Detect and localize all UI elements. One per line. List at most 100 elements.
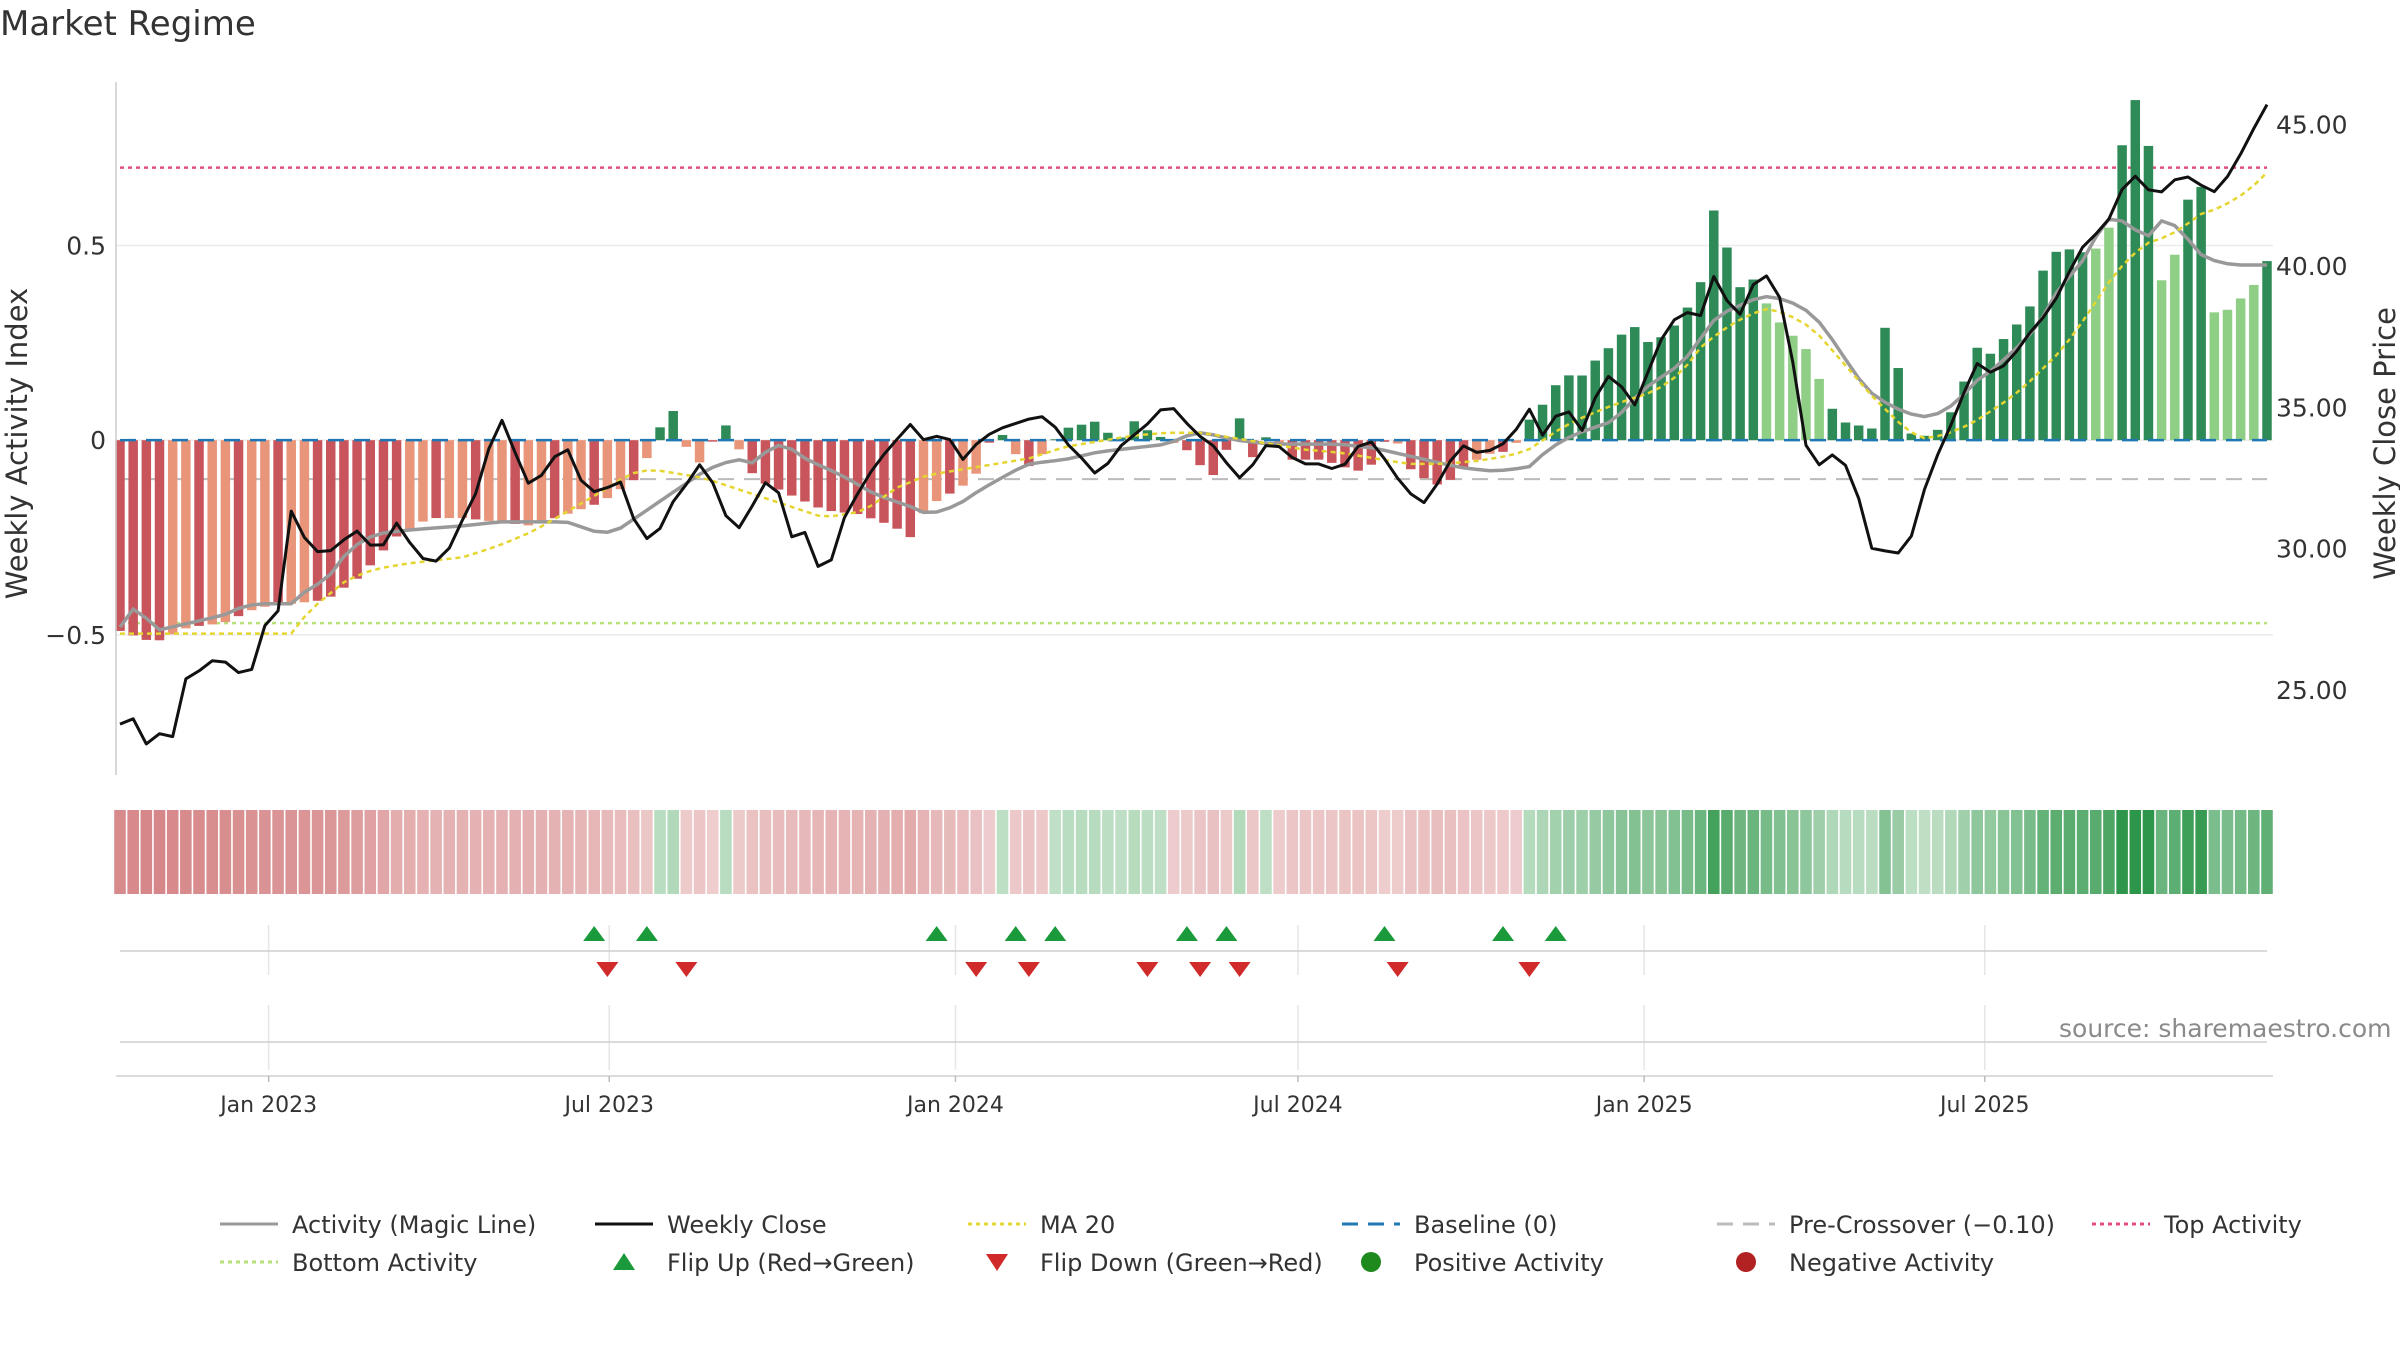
activity-bar [2235, 298, 2246, 441]
legend: Activity (Magic Line) Weekly Close MA 20 Ba… [220, 1211, 2302, 1277]
legend-label: Positive Activity [1414, 1249, 1604, 1277]
activity-bar [1893, 368, 1903, 441]
activity-bar [497, 440, 507, 523]
activity-bar [2143, 145, 2154, 441]
regime-cell [417, 810, 429, 894]
flip-down-marker [596, 962, 619, 977]
activity-bar [1103, 432, 1113, 441]
x-tick-label: Jan 2023 [218, 1093, 317, 1118]
activity-bar [760, 440, 771, 484]
activity-bar [1076, 424, 1087, 441]
regime-cell [483, 810, 495, 894]
activity-bar [1485, 440, 1495, 454]
regime-cell [1668, 810, 1681, 894]
regime-cell [930, 810, 943, 894]
magic-line-series [118, 217, 2267, 632]
activity-bar [273, 440, 283, 606]
regime-cell [1233, 810, 1246, 894]
activity-bar [1234, 418, 1245, 441]
weekly-close-series [119, 103, 2269, 746]
regime-cell [1339, 810, 1351, 894]
activity-bar [1089, 421, 1100, 441]
regime-cell [1997, 810, 2010, 894]
regime-cell [838, 810, 851, 894]
legend-item: Flip Up (Red→Green) [613, 1249, 915, 1277]
legend-label: Weekly Close [667, 1211, 827, 1239]
regime-cell [1628, 810, 1641, 894]
flip-markers [120, 926, 2267, 977]
legend-label: Flip Up (Red→Green) [667, 1249, 915, 1277]
series-lines [118, 103, 2269, 746]
regime-cell [575, 810, 587, 894]
legend-label: Baseline (0) [1414, 1211, 1557, 1239]
activity-bar [167, 440, 178, 635]
activity-bar [299, 440, 310, 603]
activity-bar [892, 440, 902, 529]
activity-bar [128, 440, 138, 636]
regime-cell [2063, 810, 2076, 894]
flip-up-marker [1044, 926, 1067, 941]
regime-cell [2169, 810, 2181, 894]
regime-cell [1457, 810, 1470, 894]
regime-cell [153, 810, 166, 894]
activity-bar [589, 440, 599, 505]
regime-cell [1484, 810, 1496, 894]
flip-up-marker [1492, 926, 1515, 941]
activity-bar [418, 440, 428, 522]
activity-bar [1814, 378, 1824, 441]
activity-bar [1129, 421, 1139, 441]
legend-label: Bottom Activity [292, 1249, 477, 1277]
regime-cell [522, 810, 535, 894]
activity-bar [1195, 440, 1205, 466]
regime-cell [1115, 810, 1127, 894]
regime-cell [1378, 810, 1391, 894]
activity-bar [220, 440, 231, 623]
grid-layer [116, 244, 2273, 1070]
activity-bar [484, 440, 494, 521]
regime-cell [1945, 810, 1957, 894]
legend-item: Baseline (0) [1342, 1211, 1557, 1239]
legend-item: MA 20 [968, 1211, 1115, 1239]
regime-cell [469, 810, 482, 894]
regime-strip [114, 810, 2273, 894]
activity-bar [1735, 287, 1745, 441]
regime-cell [338, 810, 350, 894]
regime-cell [1220, 810, 1233, 894]
regime-cell [1563, 810, 1575, 894]
activity-bar [1366, 440, 1377, 465]
regime-cell [1510, 810, 1522, 894]
activity-bar [2011, 324, 2022, 441]
activity-bar [1221, 440, 1232, 450]
regime-cell [1365, 810, 1378, 894]
regime-cell [1102, 810, 1114, 894]
regime-cell [1931, 810, 1944, 894]
regime-cell [180, 810, 192, 894]
regime-cell [2037, 810, 2049, 894]
regime-cell [496, 810, 508, 894]
activity-bar [642, 440, 652, 459]
activity-bar [2209, 312, 2220, 441]
activity-bar [694, 440, 705, 463]
x-tick-label: Jan 2024 [905, 1093, 1004, 1118]
flip-down-marker [1189, 962, 1212, 977]
regime-cell [548, 810, 561, 894]
regime-cell [562, 810, 574, 894]
activity-bar [1155, 436, 1166, 441]
activity-bar [707, 440, 718, 442]
ma20-series [120, 171, 2268, 635]
regime-cell [1826, 810, 1839, 894]
legend-label: Pre-Crossover (−0.10) [1789, 1211, 2055, 1239]
activity-bar [365, 440, 375, 566]
activity-bar [1248, 440, 1258, 458]
regime-cell [1615, 810, 1628, 894]
flip-up-marker [583, 926, 606, 941]
regime-cell [2208, 810, 2221, 894]
activity-bar [444, 440, 455, 519]
activity-bar [1774, 322, 1785, 441]
regime-cell [1852, 810, 1865, 894]
activity-bar [2130, 100, 2141, 441]
regime-cell [324, 810, 337, 894]
x-tick-label: Jul 2025 [1938, 1093, 2030, 1118]
regime-cell [2182, 810, 2194, 894]
